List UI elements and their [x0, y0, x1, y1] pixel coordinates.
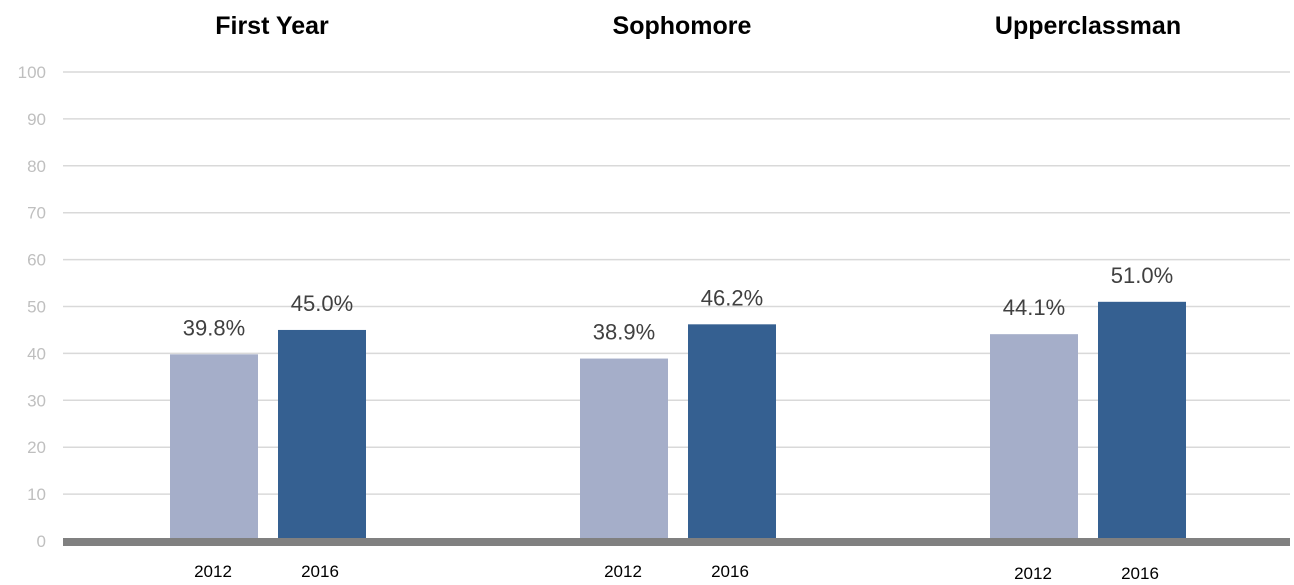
x-tick-label: 2016 — [1121, 564, 1159, 583]
y-tick-label: 90 — [27, 110, 46, 129]
y-tick-label: 20 — [27, 438, 46, 457]
y-tick-label: 0 — [37, 532, 46, 551]
x-tick-label: 2016 — [711, 562, 749, 581]
x-tick-label: 2016 — [301, 562, 339, 581]
x-axis-baseline — [63, 538, 1290, 546]
data-label: 44.1% — [1003, 295, 1065, 320]
bar — [580, 358, 668, 541]
bar — [170, 354, 258, 541]
y-tick-label: 10 — [27, 485, 46, 504]
group-title: Upperclassman — [995, 12, 1181, 40]
data-label: 39.8% — [183, 315, 245, 340]
bar — [1098, 301, 1186, 541]
y-tick-label: 100 — [18, 63, 46, 82]
x-tick-label: 2012 — [194, 562, 232, 581]
x-tick-label: 2012 — [604, 562, 642, 581]
y-tick-label: 60 — [27, 251, 46, 270]
group-title: First Year — [215, 12, 329, 40]
data-label: 51.0% — [1111, 263, 1173, 288]
y-tick-label: 80 — [27, 157, 46, 176]
data-label: 38.9% — [593, 320, 655, 345]
bar — [688, 324, 776, 541]
y-tick-label: 40 — [27, 344, 46, 363]
y-tick-label: 70 — [27, 204, 46, 223]
data-label: 45.0% — [291, 291, 353, 316]
y-tick-label: 50 — [27, 298, 46, 317]
y-tick-label: 30 — [27, 391, 46, 410]
data-label: 46.2% — [701, 285, 763, 310]
group-title: Sophomore — [613, 12, 752, 40]
x-tick-label: 2012 — [1014, 564, 1052, 583]
bar — [990, 334, 1078, 541]
bar — [278, 329, 366, 541]
